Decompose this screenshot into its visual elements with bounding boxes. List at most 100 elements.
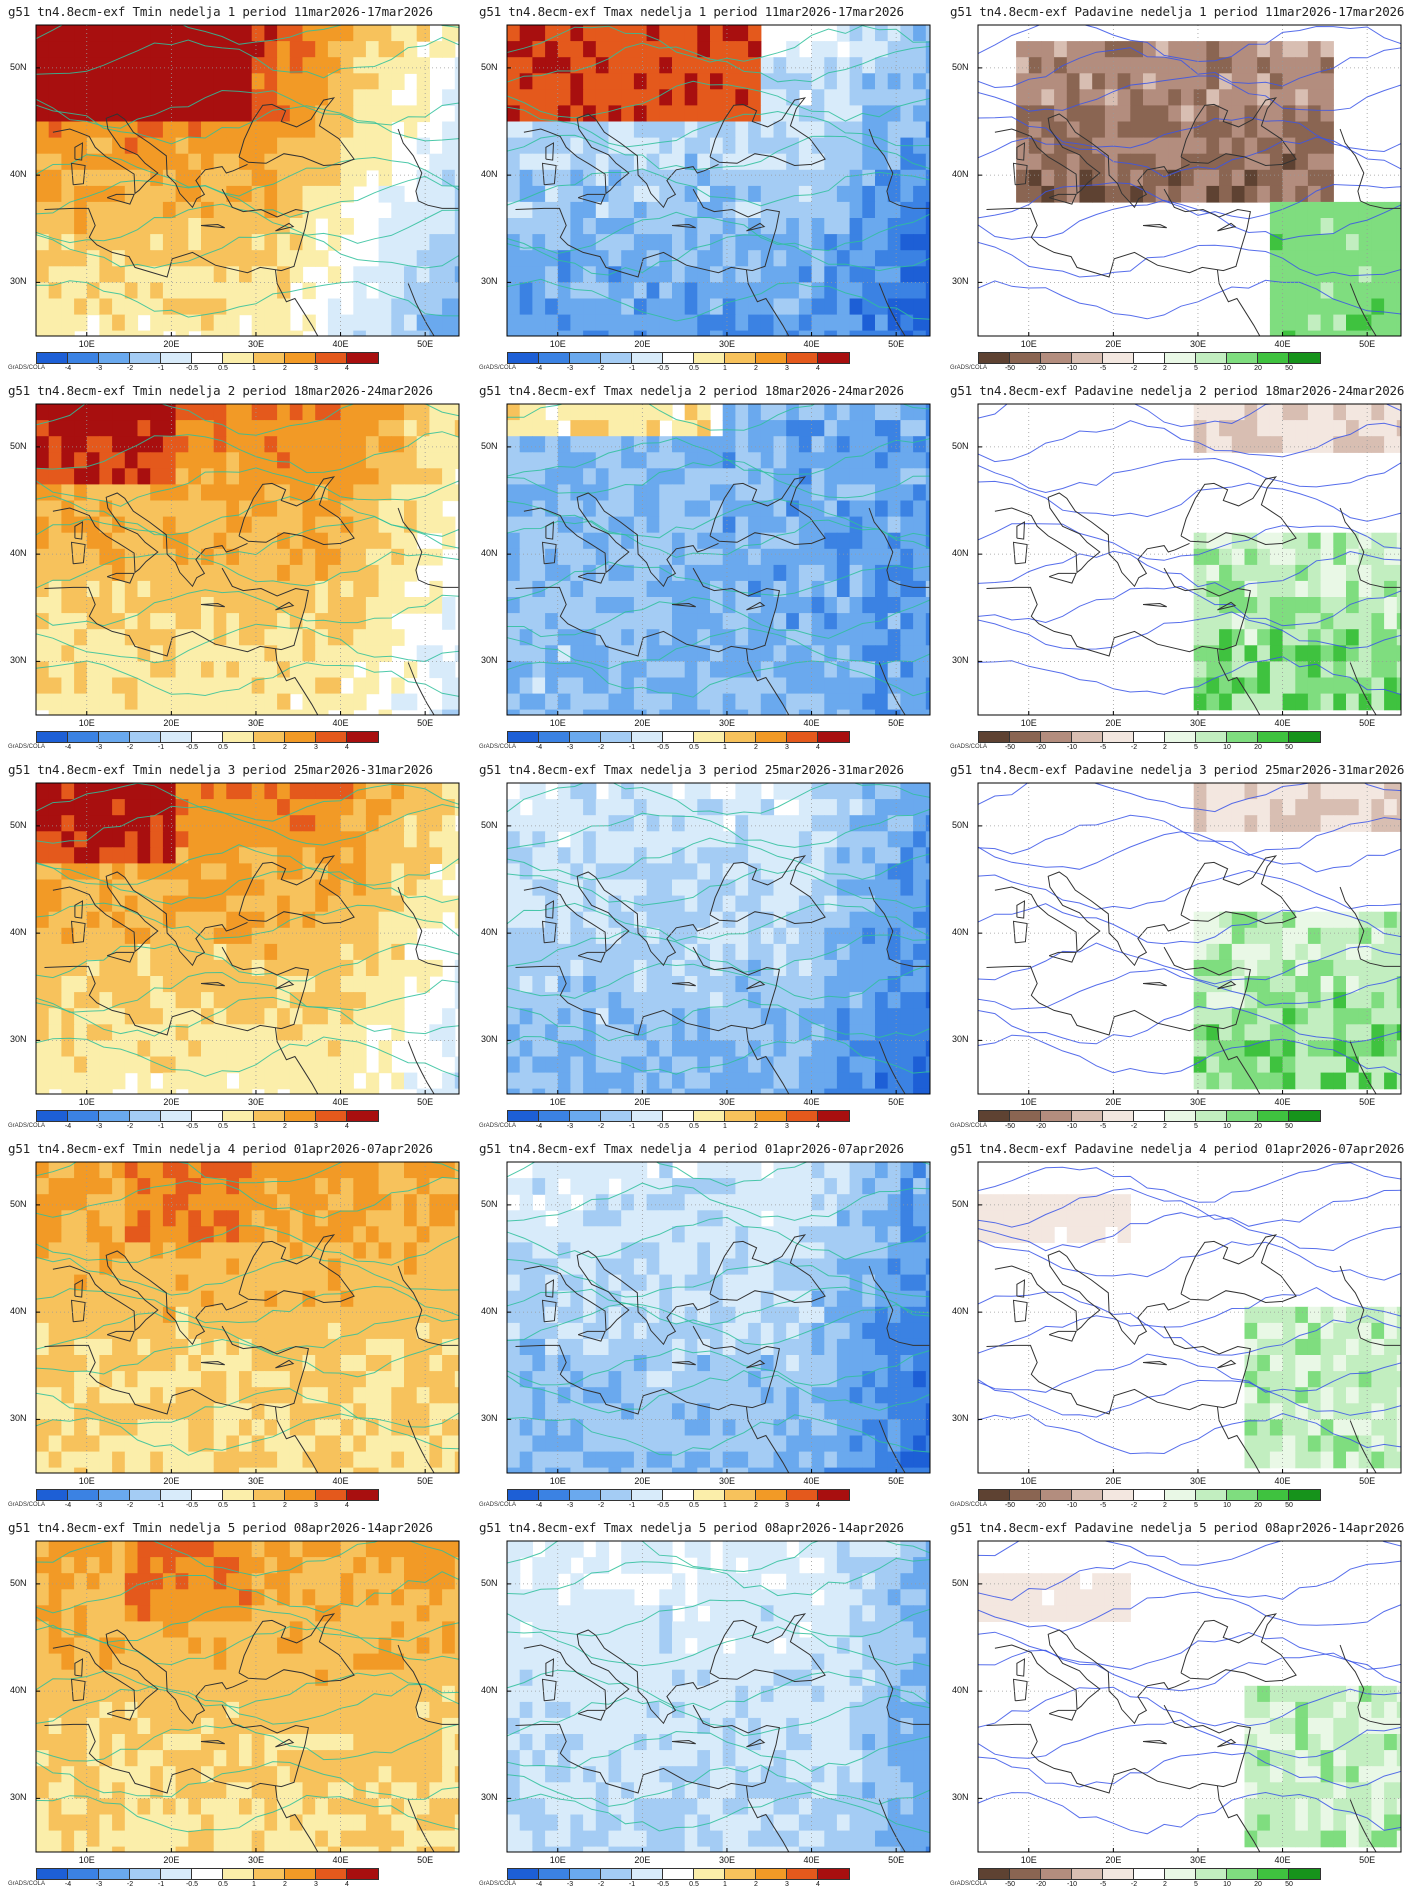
- colorbar-swatch: [694, 732, 725, 742]
- lon-label: 40E: [1275, 1855, 1291, 1865]
- grads-credit: GrADS/COLA: [8, 1881, 45, 1887]
- colorbar-swatch: [756, 1869, 787, 1879]
- colorbar-swatch: [694, 1111, 725, 1121]
- colorbar-swatch: [1227, 353, 1258, 363]
- colorbar-swatch: [68, 1490, 99, 1500]
- lon-label: 50E: [888, 718, 904, 728]
- colorbar-swatch: [1165, 1111, 1196, 1121]
- lon-label: 10E: [550, 1855, 566, 1865]
- colorbar-swatch: [539, 1111, 570, 1121]
- colorbar-swatch: [1196, 1490, 1227, 1500]
- colorbar-swatch: [161, 1111, 192, 1121]
- colorbar-swatch: [725, 353, 756, 363]
- lon-label: 20E: [1105, 1097, 1121, 1107]
- colorbar-swatch: [347, 1111, 378, 1121]
- map-panel-tmax-week-5: g51 tn4.8ecm-exf Tmax nedelja 5 period 0…: [471, 1517, 942, 1896]
- colorbar-label: 1: [723, 1123, 727, 1130]
- colorbar-label: 0.5: [689, 1881, 699, 1888]
- lat-label: 40N: [10, 927, 27, 937]
- colorbar-label: -50: [1005, 365, 1015, 372]
- colorbar-label: -3: [567, 1502, 573, 1509]
- lat-label: 50N: [10, 1199, 27, 1209]
- lat-label: 40N: [10, 169, 27, 179]
- map-panel-tmin-week-5: g51 tn4.8ecm-exf Tmin nedelja 5 period 0…: [0, 1517, 471, 1896]
- colorbar-swatch: [725, 732, 756, 742]
- lon-label: 50E: [417, 1855, 433, 1865]
- colorbar-swatch: [979, 353, 1010, 363]
- lat-label: 50N: [952, 1199, 969, 1209]
- lat-label: 50N: [481, 1199, 498, 1209]
- anomaly-map: [471, 380, 942, 730]
- anomaly-map: [0, 759, 471, 1109]
- colorbar-label: 2: [1163, 1502, 1167, 1509]
- colorbar-swatch: [1103, 1869, 1134, 1879]
- colorbar-swatch: [254, 1869, 285, 1879]
- map-panel-tmin-week-3: g51 tn4.8ecm-exf Tmin nedelja 3 period 2…: [0, 759, 471, 1138]
- colorbar-label: 3: [314, 744, 318, 751]
- anomaly-shading: [36, 404, 468, 726]
- anomaly-shading: [1194, 404, 1410, 710]
- colorbar-swatch: [285, 1490, 316, 1500]
- colorbar-label: -0.5: [657, 744, 669, 751]
- colorbar-swatch: [1134, 353, 1165, 363]
- lat-label: 40N: [10, 1685, 27, 1695]
- grads-credit: GrADS/COLA: [479, 1123, 516, 1129]
- colorbar-label: 3: [785, 1881, 789, 1888]
- grads-credit: GrADS/COLA: [8, 744, 45, 750]
- lon-label: 40E: [1275, 339, 1291, 349]
- lon-label: 30E: [248, 718, 264, 728]
- colorbar-label: -2: [598, 1502, 604, 1509]
- colorbar-label: 20: [1254, 365, 1262, 372]
- lon-label: 20E: [1105, 1476, 1121, 1486]
- colorbar-swatch: [756, 1490, 787, 1500]
- colorbar: [978, 731, 1321, 743]
- colorbar-swatch: [725, 1490, 756, 1500]
- colorbar-swatch: [1258, 1111, 1289, 1121]
- colorbar-label: 3: [314, 1502, 318, 1509]
- lon-label: 30E: [719, 339, 735, 349]
- lat-label: 40N: [10, 1306, 27, 1316]
- colorbar-swatch: [632, 1490, 663, 1500]
- colorbar-label: 0.5: [218, 1881, 228, 1888]
- colorbar: [507, 1110, 850, 1122]
- colorbar-swatch: [756, 353, 787, 363]
- lat-label: 50N: [952, 1578, 969, 1588]
- colorbar-label: -4: [536, 744, 542, 751]
- colorbar-label: 4: [345, 365, 349, 372]
- colorbar-label: -1: [158, 744, 164, 751]
- colorbar-label: 1: [723, 1502, 727, 1509]
- colorbar-swatch: [1196, 1111, 1227, 1121]
- lon-label: 50E: [1359, 339, 1375, 349]
- colorbar-label: 4: [345, 1502, 349, 1509]
- colorbar-label: 10: [1223, 365, 1231, 372]
- colorbar-swatch: [663, 1490, 694, 1500]
- colorbar-swatch: [130, 1869, 161, 1879]
- colorbar-label: -2: [1131, 744, 1137, 751]
- colorbar: [507, 352, 850, 364]
- colorbar-label: -4: [65, 365, 71, 372]
- map-panel-padavine-week-5: g51 tn4.8ecm-exf Padavine nedelja 5 peri…: [942, 1517, 1413, 1896]
- colorbar-swatch: [1289, 353, 1320, 363]
- lon-label: 50E: [417, 1097, 433, 1107]
- colorbar-swatch: [1041, 732, 1072, 742]
- colorbar-label: -1: [629, 1502, 635, 1509]
- lon-label: 50E: [888, 339, 904, 349]
- colorbar-label: -10: [1067, 365, 1077, 372]
- colorbar-label: 4: [816, 365, 820, 372]
- colorbar-label: 20: [1254, 1123, 1262, 1130]
- colorbar-label: 10: [1223, 1123, 1231, 1130]
- colorbar-label: 5: [1194, 744, 1198, 751]
- colorbar-label: 2: [754, 744, 758, 751]
- lon-label: 30E: [1190, 339, 1206, 349]
- colorbar-swatch: [1258, 1869, 1289, 1879]
- map-panel-tmax-week-3: g51 tn4.8ecm-exf Tmax nedelja 3 period 2…: [471, 759, 942, 1138]
- lon-label: 40E: [804, 1476, 820, 1486]
- colorbar-swatch: [1165, 353, 1196, 363]
- anomaly-shading: [507, 783, 939, 1105]
- lat-label: 30N: [952, 655, 969, 665]
- grads-credit: GrADS/COLA: [8, 1502, 45, 1508]
- colorbar-swatch: [99, 732, 130, 742]
- colorbar-label: 2: [283, 365, 287, 372]
- lat-label: 50N: [10, 441, 27, 451]
- colorbar-label: 2: [754, 1502, 758, 1509]
